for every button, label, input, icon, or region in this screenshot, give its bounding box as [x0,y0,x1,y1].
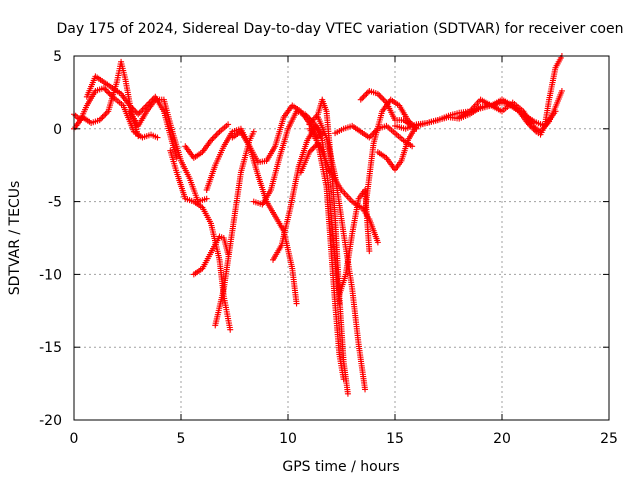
chart-title: Day 175 of 2024, Sidereal Day-to-day VTE… [57,21,624,37]
data-point [293,300,300,307]
x-tick-label: 15 [386,431,404,447]
data-point [362,92,369,99]
plot-frame [73,55,610,421]
data-point [215,130,222,137]
x-axis-label: GPS time / hours [282,459,399,475]
data-point [173,154,180,161]
data-point [379,95,386,102]
data-point [380,96,387,103]
data-point [154,134,161,141]
series-s13 [297,140,347,383]
data-point [210,134,217,141]
data-point [558,87,565,94]
x-tick-label: 20 [493,431,511,447]
data-point [227,326,234,333]
data-point [309,146,316,153]
data-point [362,386,369,393]
data-point [344,390,351,397]
data-point [225,121,232,128]
data-point [99,114,106,121]
series-s6 [182,121,232,161]
series-s17 [314,114,369,393]
series-s4 [126,96,210,205]
data-point [367,133,374,140]
y-tick-label: -15 [39,340,62,356]
x-tick-label: 5 [177,431,186,447]
y-tick-label: -10 [39,267,62,283]
data-point [409,143,416,150]
data-point [135,111,142,118]
series-s24 [507,53,565,138]
data-point [366,248,373,255]
y-tick-label: 0 [53,122,62,138]
data-point [100,112,107,119]
x-tick-label: 25 [600,431,618,447]
series-s19 [362,96,420,214]
y-tick-label: 5 [53,49,62,65]
x-tick-label: 0 [70,431,79,447]
x-tick-label: 10 [279,431,297,447]
series-s23 [456,87,565,135]
data-point [250,128,257,135]
y-tick-labels: 5 0 -5 -10 -15 -20 [39,49,62,429]
x-tick-labels: 0 5 10 15 20 25 [70,431,618,447]
data-point [360,93,367,100]
data-point [377,93,384,100]
data-point [357,96,364,103]
axis-ticks [73,55,610,421]
y-tick-label: -5 [48,195,62,211]
y-axis-label: SDTVAR / TECUs [7,181,23,296]
data-series [71,53,565,397]
grid-lines [74,56,609,420]
data-point [374,239,381,246]
y-tick-label: -20 [39,413,62,429]
data-point [213,131,220,138]
data-point [212,133,219,140]
data-point [102,111,109,118]
series-s7 [190,233,232,278]
series-s18 [336,186,373,298]
data-point [359,95,366,102]
series-s20 [357,87,416,129]
data-point [364,89,371,96]
series-s1 [71,58,142,140]
data-point [203,195,210,202]
